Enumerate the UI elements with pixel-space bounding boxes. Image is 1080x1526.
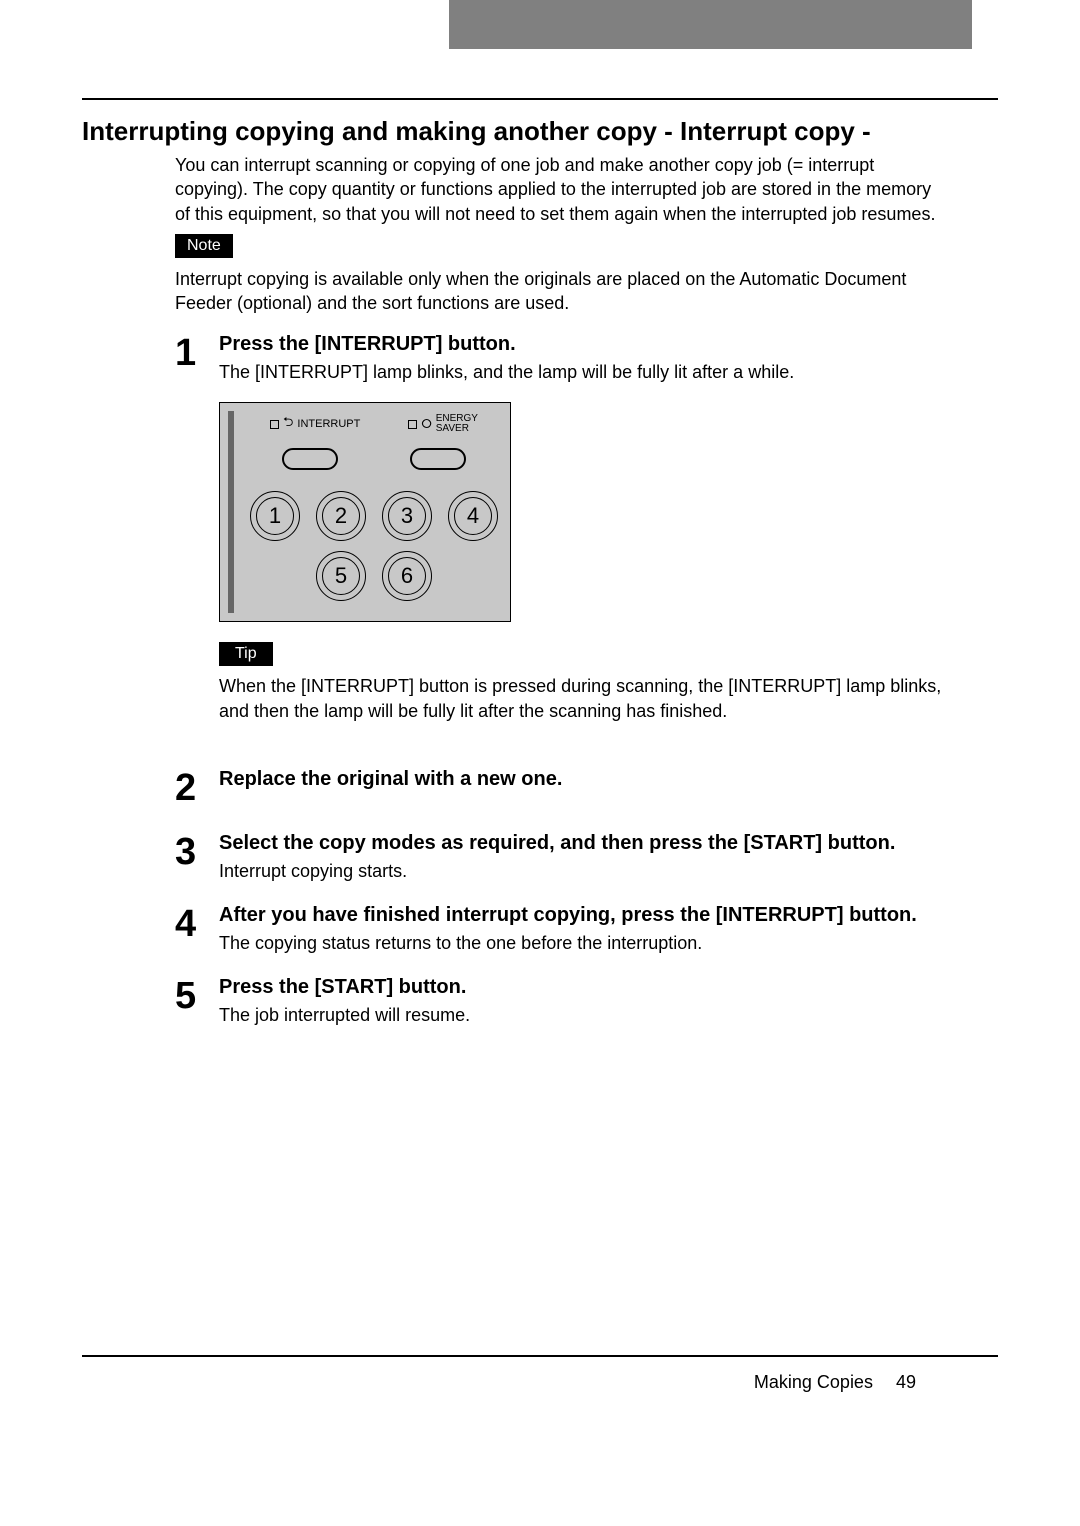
top-tab [449,0,972,49]
footer-page: 49 [896,1372,916,1392]
panel-button-row [246,441,502,477]
step-body: Select the copy modes as required, and t… [219,831,951,883]
rule-top [82,98,998,100]
numpad-key-4[interactable]: 4 [452,495,494,537]
step-title: Replace the original with a new one. [219,767,951,791]
intro-text: You can interrupt scanning or copying of… [175,153,951,226]
numpad-key-6[interactable]: 6 [386,555,428,597]
energy-line2: SAVER [436,424,478,434]
energy-saver-button[interactable] [410,448,466,470]
step-title: Select the copy modes as required, and t… [219,831,951,855]
step-title: Press the [INTERRUPT] button. [219,332,951,356]
interrupt-button[interactable] [282,448,338,470]
step-body: Press the [INTERRUPT] button. The [INTER… [219,332,951,747]
energy-label: ENERGY SAVER [436,414,478,434]
page-title: Interrupting copying and making another … [82,116,998,147]
indicator-square-icon [270,420,279,429]
step-title: After you have finished interrupt copyin… [219,903,951,927]
step-3: 3 Select the copy modes as required, and… [175,831,951,883]
step-title: Press the [START] button. [219,975,951,999]
tip-badge: Tip [219,642,273,666]
control-panel-illustration: ⮌ INTERRUPT ⭘ ENERGY SAVER [219,402,951,622]
step-number: 1 [175,334,219,372]
key-label: 4 [467,503,479,529]
key-label: 3 [401,503,413,529]
panel: ⮌ INTERRUPT ⭘ ENERGY SAVER [219,402,511,622]
numpad-key-1[interactable]: 1 [254,495,296,537]
panel-inner: ⮌ INTERRUPT ⭘ ENERGY SAVER [246,411,502,613]
interrupt-arrow-icon: ⮌ [283,413,293,435]
numpad-key-5[interactable]: 5 [320,555,362,597]
note-text: Interrupt copying is available only when… [175,267,951,316]
step-4: 4 After you have finished interrupt copy… [175,903,951,955]
step-number: 3 [175,833,219,871]
tip-text: When the [INTERRUPT] button is pressed d… [219,674,951,723]
step-1: 1 Press the [INTERRUPT] button. The [INT… [175,332,951,747]
step-number: 2 [175,769,219,807]
step-body: Press the [START] button. The job interr… [219,975,951,1027]
key-label: 6 [401,563,413,589]
energy-saver-icon: ⭘ [421,416,431,432]
step-desc: The job interrupted will resume. [219,1003,951,1027]
step-number: 5 [175,977,219,1015]
key-label: 5 [335,563,347,589]
step-desc: The [INTERRUPT] lamp blinks, and the lam… [219,360,951,384]
indicator-square-icon [408,420,417,429]
page: Interrupting copying and making another … [0,0,1080,1526]
key-label: 1 [269,503,281,529]
note-badge: Note [175,234,233,258]
numpad-key-2[interactable]: 2 [320,495,362,537]
footer: Making Copies 49 [0,1372,998,1393]
panel-label-row: ⮌ INTERRUPT ⭘ ENERGY SAVER [246,411,502,437]
key-label: 2 [335,503,347,529]
numpad: 1 2 3 4 5 6 [246,495,502,597]
step-body: Replace the original with a new one. [219,767,951,795]
step-2: 2 Replace the original with a new one. [175,767,951,807]
interrupt-label: INTERRUPT [297,418,360,430]
steps-list: 1 Press the [INTERRUPT] button. The [INT… [175,332,951,1048]
numpad-key-3[interactable]: 3 [386,495,428,537]
rule-bottom [82,1355,998,1357]
energy-label-group: ⭘ ENERGY SAVER [408,414,478,434]
interrupt-label-group: ⮌ INTERRUPT [270,413,360,435]
step-desc: The copying status returns to the one be… [219,931,951,955]
step-number: 4 [175,905,219,943]
step-body: After you have finished interrupt copyin… [219,903,951,955]
step-desc: Interrupt copying starts. [219,859,951,883]
footer-section: Making Copies [754,1372,873,1392]
step-5: 5 Press the [START] button. The job inte… [175,975,951,1027]
panel-left-bar [228,411,234,613]
